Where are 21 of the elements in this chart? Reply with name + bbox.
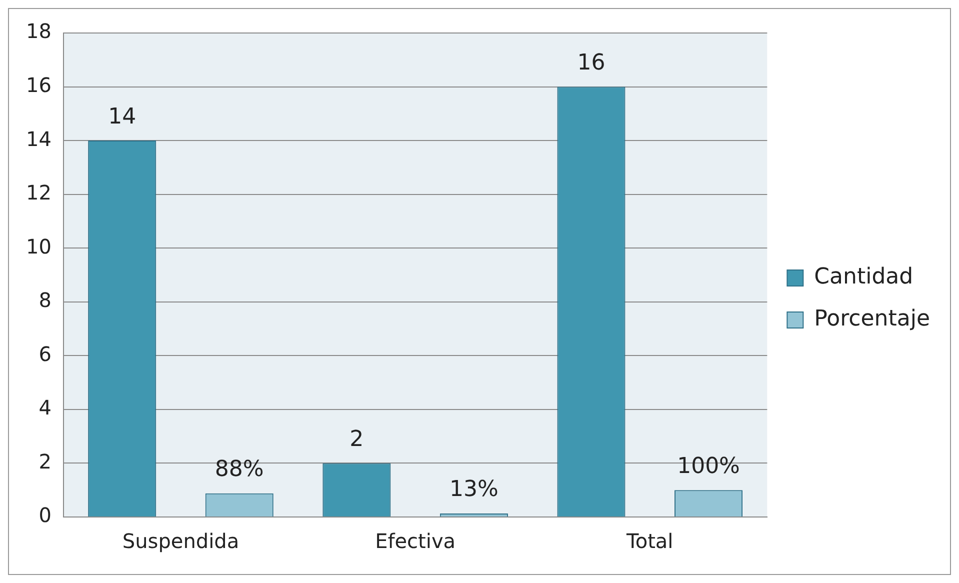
- legend-label: Cantidad: [814, 264, 914, 290]
- y-tick-label: 18: [26, 19, 52, 44]
- data-label: 2: [350, 426, 364, 452]
- data-label: 100%: [677, 454, 740, 479]
- legend-label: Porcentaje: [814, 306, 930, 332]
- data-label: 88%: [214, 457, 264, 482]
- y-tick-label: 12: [26, 180, 52, 205]
- y-tick-label: 8: [38, 288, 52, 312]
- data-label: 13%: [450, 477, 498, 502]
- y-tick-label: 4: [38, 396, 52, 420]
- y-tick-label: 16: [26, 72, 52, 97]
- y-tick-label: 0: [38, 503, 52, 528]
- x-tick-label: Suspendida: [122, 529, 240, 554]
- y-tick-label: 14: [26, 126, 52, 151]
- x-tick-label: Total: [626, 529, 674, 554]
- y-tick-label: 10: [26, 234, 52, 258]
- data-label: 16: [577, 50, 606, 76]
- y-tick-label: 2: [38, 449, 52, 474]
- y-tick-label: 6: [38, 342, 52, 366]
- x-tick-label: Efectiva: [375, 529, 456, 554]
- data-label: 14: [108, 104, 136, 130]
